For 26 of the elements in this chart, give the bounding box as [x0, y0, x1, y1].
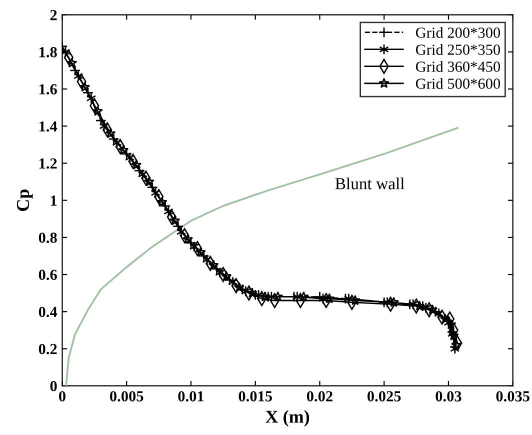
x-tick-label: 0.025: [368, 391, 401, 402]
y-tick-label: 1.6: [40, 84, 57, 95]
y-tick-label: 0.6: [38, 270, 57, 280]
y-tick-label: 1.2: [40, 158, 57, 169]
y-tick-label: 0.4: [38, 306, 58, 318]
y-tick-label: 1.4: [40, 121, 58, 132]
legend-label: Grid 500*600: [416, 78, 500, 89]
annotation: Blunt wall: [335, 178, 404, 190]
y-axis-title: Cp: [16, 190, 33, 211]
legend-label: Grid 200*300: [416, 27, 500, 38]
x-tick-label: 0.02: [306, 391, 332, 402]
y-tick-label: 2: [50, 10, 57, 20]
x-axis-title: X (m): [266, 410, 310, 426]
y-tick-label: 0.8: [38, 232, 57, 243]
legend-label: Grid 250*350: [416, 44, 500, 55]
x-tick-label: 0: [59, 391, 66, 402]
x-tick-label: 0.03: [436, 391, 462, 402]
x-tick-label: 0.035: [496, 391, 530, 402]
legend-label: Grid 360*450: [416, 61, 500, 72]
x-tick-label: 0.015: [238, 391, 272, 402]
y-tick-label: 1.8: [40, 47, 57, 58]
y-tick-label: 0.2: [38, 344, 57, 354]
x-tick-label: 0.01: [178, 391, 204, 402]
y-tick-label: 0: [50, 380, 57, 392]
x-tick-label: 0.005: [110, 391, 144, 402]
y-tick-label: 1: [50, 196, 57, 206]
